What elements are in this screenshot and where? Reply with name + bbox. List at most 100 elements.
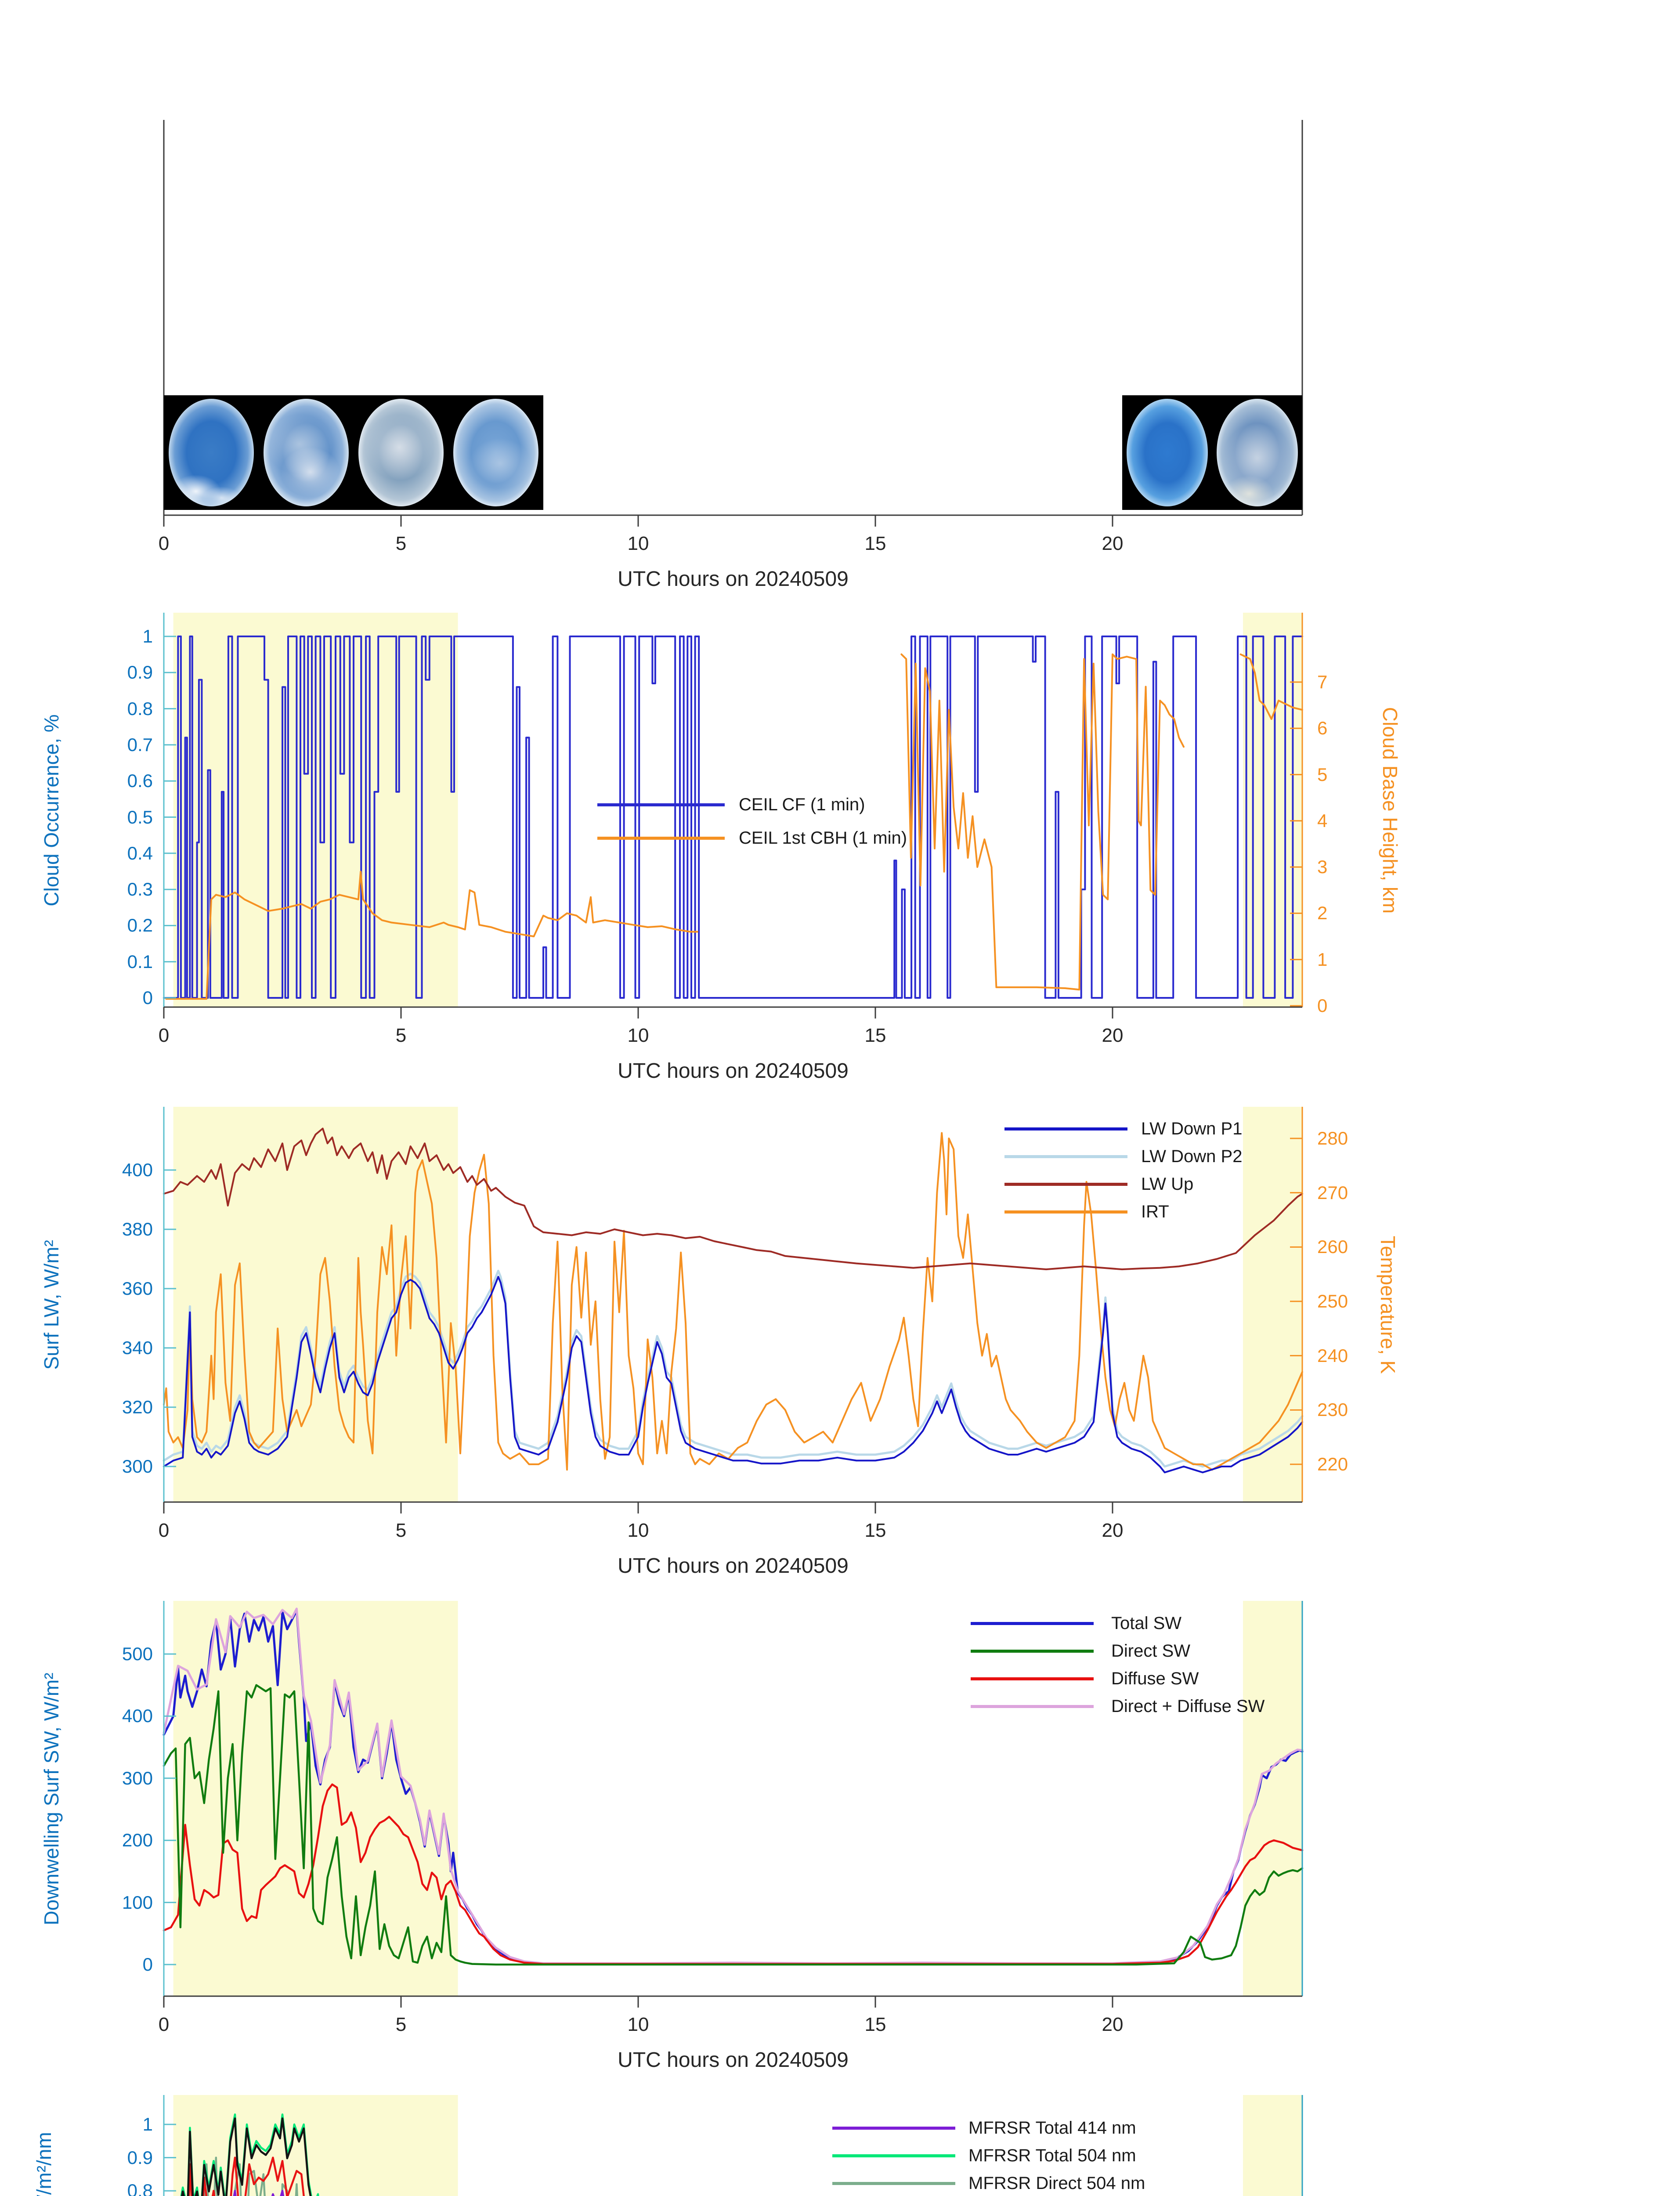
- cloud-occurrence-y-left-tick-label: 0.3: [127, 879, 153, 900]
- legend-line-swatch: [832, 2154, 955, 2157]
- sky-camera-strip-x-tick-label: 0: [158, 533, 170, 554]
- sky-camera-strip-x-tick-label: 20: [1102, 533, 1124, 554]
- surface-longwave-highlight-band: [1243, 1107, 1302, 1502]
- surface-longwave-x-tick-label: 20: [1102, 1520, 1124, 1541]
- surface-longwave-y-left-tick-label: 360: [122, 1278, 153, 1299]
- legend-label: Diffuse SW: [1111, 1669, 1199, 1688]
- cloud-occurrence-y-left-tick-label: 0.6: [127, 770, 153, 791]
- downwelling-shortwave-highlight-band: [173, 1601, 458, 1996]
- surface-longwave-y-right-tick-label: 270: [1317, 1182, 1348, 1203]
- sky-orb-3: [453, 398, 539, 507]
- surface-longwave-y-right-tick-label: 250: [1317, 1291, 1348, 1311]
- legend-line-swatch: [1004, 1127, 1127, 1131]
- surface-longwave-x-axis-title: UTC hours on 20240509: [618, 1554, 849, 1578]
- legend-line-swatch: [832, 2182, 955, 2185]
- downwelling-shortwave-x-tick-label: 20: [1102, 2014, 1124, 2035]
- cloud-occurrence-series-ceil-cbh: [1239, 653, 1303, 720]
- downwelling-narrowband-series-mfrsr-direct-plus-diffuse-504: [181, 2117, 312, 2196]
- downwelling-narrowband-series-mfrsr-direct-504: [203, 2156, 298, 2196]
- cloud-occurrence-y-right-tick-label: 5: [1317, 764, 1328, 785]
- cloud-occurrence-y-left-tick-label: 1: [142, 626, 153, 647]
- legend-label: MFRSR Total 414 nm: [968, 2118, 1136, 2138]
- legend-label: MFRSR Total 504 nm: [968, 2145, 1136, 2165]
- downwelling-narrowband-highlight-band: [1243, 2095, 1302, 2196]
- legend-line-swatch: [832, 2126, 955, 2130]
- downwelling-shortwave-legend-row: Direct + Diffuse SW: [971, 1697, 1265, 1716]
- surface-longwave-legend-row: LW Down P1: [1004, 1119, 1242, 1138]
- surface-longwave-highlight-band: [173, 1107, 458, 1502]
- surface-longwave-legend-row: LW Down P2: [1004, 1147, 1242, 1166]
- cloud-occurrence-x-tick-label: 10: [627, 1025, 649, 1046]
- cloud-occurrence-y-left-tick-label: 0.1: [127, 951, 153, 972]
- cloud-occurrence-y-right-tick-label: 1: [1317, 949, 1328, 970]
- surface-longwave-x-tick-label: 10: [627, 1520, 649, 1541]
- legend-line-swatch: [597, 803, 725, 806]
- sky-camera-image-4: [1122, 395, 1212, 510]
- cloud-occurrence-x-tick-label: 20: [1102, 1025, 1124, 1046]
- legend-line-swatch: [1004, 1182, 1127, 1186]
- surface-longwave-y-right-tick-label: 280: [1317, 1128, 1348, 1149]
- cloud-occurrence-y-right-axis-title: Cloud Base Height, km: [1379, 707, 1402, 914]
- surface-longwave-legend-row: LW Up: [1004, 1174, 1193, 1194]
- cloud-occurrence-y-left-tick-label: 0.8: [127, 698, 153, 719]
- legend-line-swatch: [971, 1622, 1094, 1625]
- surface-longwave-y-left-tick-label: 400: [122, 1159, 153, 1180]
- sky-orb-5: [1217, 398, 1298, 507]
- cloud-occurrence-y-right-tick-label: 2: [1317, 903, 1328, 924]
- sky-orb-1: [263, 398, 349, 507]
- cloud-occurrence-y-left-axis-title: Cloud Occurrence, %: [40, 714, 63, 907]
- downwelling-narrowband-legend-row: MFRSR Total 504 nm: [832, 2146, 1136, 2165]
- cloud-occurrence-legend-row: CEIL 1st CBH (1 min): [597, 828, 907, 848]
- sky-camera-strip-x-tick-label: 15: [864, 533, 886, 554]
- downwelling-shortwave-x-tick-label: 15: [864, 2014, 886, 2035]
- surface-longwave-y-left-axis-title: Surf LW, W/m²: [40, 1240, 63, 1370]
- downwelling-shortwave-x-tick-label: 5: [395, 2014, 407, 2035]
- legend-line-swatch: [971, 1649, 1094, 1653]
- downwelling-narrowband-y-left-axis-title: Downwelling Narrowband, W/m²/nm: [32, 2095, 56, 2196]
- surface-longwave-y-left-tick-label: 340: [122, 1337, 153, 1358]
- downwelling-shortwave-series-diffuse-sw: [163, 1783, 1304, 1965]
- cloud-occurrence-legend-row: CEIL CF (1 min): [597, 795, 865, 814]
- downwelling-shortwave-y-left-tick-label: 300: [122, 1767, 153, 1788]
- surface-longwave-x-tick-label: 15: [864, 1520, 886, 1541]
- cloud-occurrence-y-right-tick-label: 6: [1317, 718, 1328, 739]
- cloud-occurrence-y-left-tick-label: 0.7: [127, 734, 153, 755]
- downwelling-shortwave-y-left-tick-label: 200: [122, 1830, 153, 1851]
- legend-label: Direct + Diffuse SW: [1111, 1696, 1265, 1716]
- downwelling-shortwave-y-left-tick-label: 500: [122, 1643, 153, 1664]
- downwelling-shortwave-y-left-tick-label: 0: [142, 1954, 153, 1975]
- downwelling-shortwave-legend-row: Total SW: [971, 1614, 1181, 1633]
- surface-longwave-y-left-tick-label: 300: [122, 1456, 153, 1477]
- legend-label: LW Down P2: [1141, 1146, 1243, 1166]
- legend-label: IRT: [1141, 1202, 1169, 1221]
- surface-longwave-y-right-tick-label: 240: [1317, 1345, 1348, 1366]
- cloud-occurrence-y-left-tick-label: 0.5: [127, 806, 153, 827]
- legend-label: CEIL 1st CBH (1 min): [739, 828, 907, 848]
- downwelling-shortwave-x-tick-label: 0: [158, 2014, 170, 2035]
- legend-label: MFRSR Direct 504 nm: [968, 2173, 1145, 2193]
- downwelling-narrowband-legend-row: MFRSR Total 414 nm: [832, 2118, 1136, 2138]
- cloud-occurrence-y-right-tick-label: 4: [1317, 810, 1328, 831]
- legend-label: LW Up: [1141, 1174, 1194, 1194]
- cloud-occurrence-y-left-tick-label: 0.9: [127, 662, 153, 683]
- cloud-occurrence-x-axis-title: UTC hours on 20240509: [618, 1059, 849, 1083]
- sky-camera-image-0: [164, 395, 259, 510]
- surface-longwave-x-tick-label: 5: [395, 1520, 407, 1541]
- downwelling-shortwave-x-axis-title: UTC hours on 20240509: [618, 2048, 849, 2072]
- legend-line-swatch: [1004, 1210, 1127, 1214]
- legend-label: Total SW: [1111, 1613, 1182, 1633]
- downwelling-shortwave-legend-row: Direct SW: [971, 1641, 1190, 1661]
- cloud-occurrence-y-right-tick-label: 3: [1317, 856, 1328, 878]
- cloud-occurrence-y-left-tick-label: 0: [142, 987, 153, 1008]
- surface-longwave-x-tick-label: 0: [158, 1520, 170, 1541]
- sky-orb-0: [168, 398, 254, 507]
- surface-longwave-y-right-tick-label: 230: [1317, 1399, 1348, 1420]
- downwelling-shortwave-series-direct-plus-diffuse-sw: [163, 1607, 1304, 1965]
- legend-line-swatch: [597, 836, 725, 840]
- surface-longwave-y-left-tick-label: 380: [122, 1219, 153, 1239]
- downwelling-shortwave-x-tick-label: 10: [627, 2014, 649, 2035]
- sky-orb-4: [1126, 398, 1208, 507]
- downwelling-shortwave-series-direct-sw: [163, 1684, 1304, 1966]
- legend-label: LW Down P1: [1141, 1119, 1243, 1138]
